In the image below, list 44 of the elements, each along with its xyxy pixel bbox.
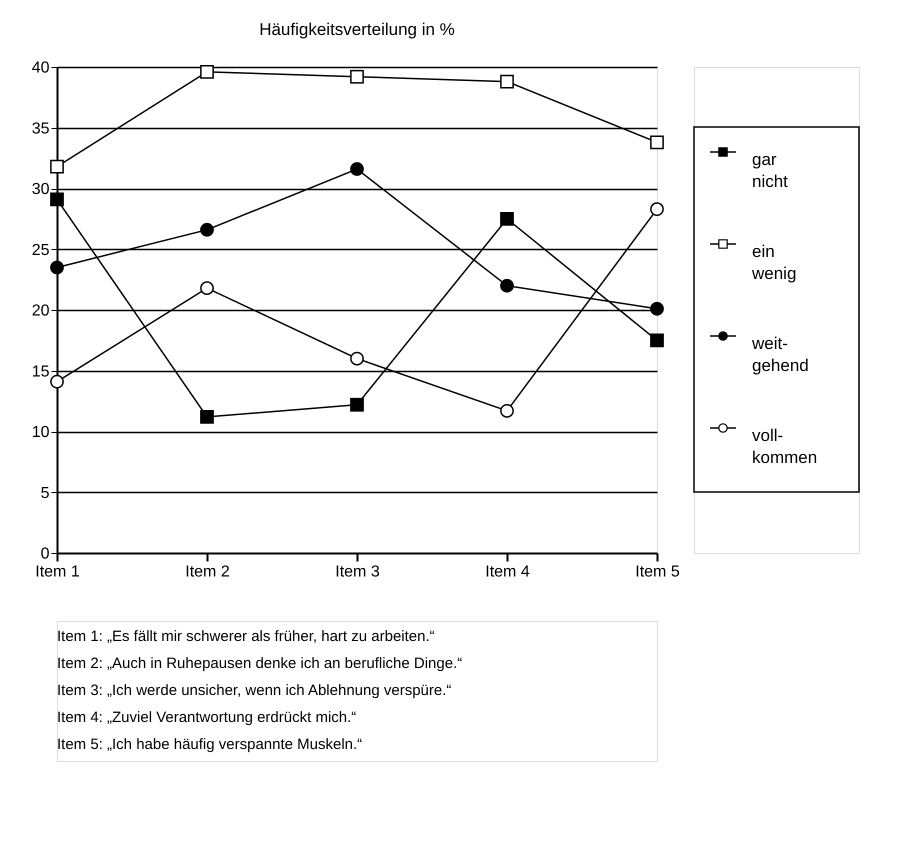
y-tick-label: 10 — [32, 424, 50, 441]
point — [500, 404, 514, 418]
point — [200, 64, 214, 79]
y-tick-label: 15 — [32, 363, 50, 380]
point — [200, 222, 214, 237]
point — [350, 70, 364, 84]
x-tick-label: Item 3 — [335, 564, 380, 580]
legend-label: voll-kommen — [752, 426, 818, 467]
y-tick-label: 5 — [40, 484, 50, 502]
x-tick-label: Item 5 — [635, 564, 680, 580]
text: Item 2: „Auch in Ruhepausen denke ich an berufliche Dinge.“ — [57, 655, 462, 672]
y-tick-label: 25 — [32, 242, 50, 259]
y-tick-label: 35 — [32, 120, 50, 138]
point — [50, 260, 64, 274]
y-tick-label: 20 — [32, 302, 50, 320]
y-tick-label: 30 — [32, 181, 50, 198]
point — [650, 334, 664, 348]
point — [350, 352, 364, 366]
x-tick-label: Item 1 — [35, 564, 80, 580]
point — [650, 135, 664, 150]
legend-label: weit-gehend — [751, 334, 809, 375]
point — [50, 374, 64, 389]
point — [200, 410, 214, 424]
point — [50, 160, 64, 174]
chart-title: Häufigkeitsverteilung in % — [259, 20, 455, 39]
point — [500, 278, 514, 293]
text: Item 4: „Zuviel Verantwortung erdrückt mich.“ — [57, 709, 356, 726]
text: Item 1: „Es fällt mir schwerer als früher, hart zu arbeiten.“ — [57, 628, 435, 645]
legend-label: ein wenig — [751, 242, 796, 283]
point — [500, 74, 514, 88]
point — [50, 192, 64, 206]
point — [200, 281, 214, 295]
legend-label: gar nicht — [752, 150, 788, 191]
point — [350, 162, 364, 176]
point — [650, 202, 664, 216]
y-tick-label: 0 — [40, 546, 50, 562]
point — [350, 398, 364, 412]
x-tick-label: Item 4 — [485, 564, 530, 580]
y-tick-label: 40 — [32, 60, 50, 76]
point — [650, 302, 664, 316]
text: Item 5: „Ich habe häufig verspannte Muskeln.“ — [57, 736, 362, 753]
text: Item 3: „Ich werde unsicher, wenn ich Ablehnung verspüre.“ — [57, 682, 452, 699]
x-tick-label: Item 2 — [185, 564, 230, 580]
point — [500, 212, 514, 226]
